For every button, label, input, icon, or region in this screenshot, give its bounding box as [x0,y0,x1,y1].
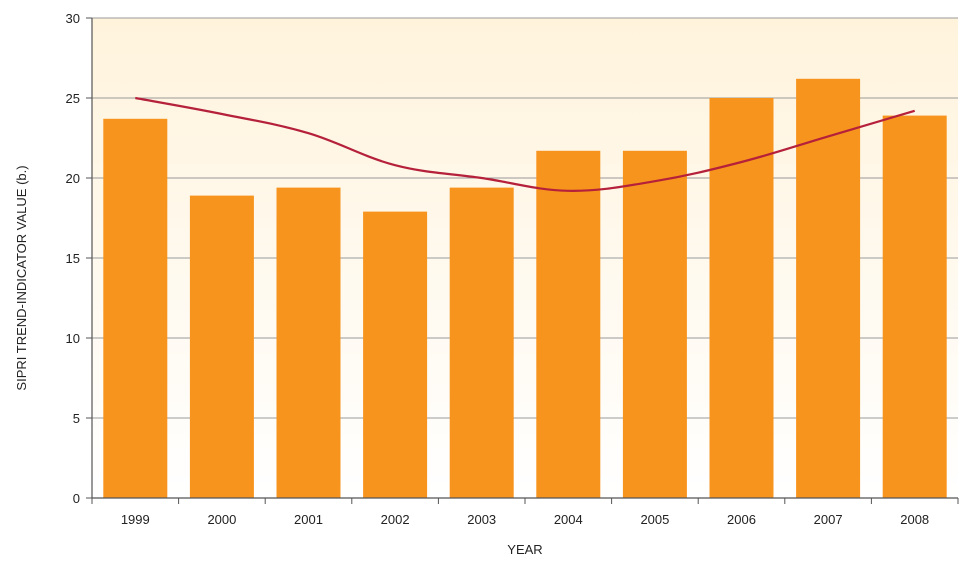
x-tick-label: 2005 [640,512,669,527]
x-tick-label: 2000 [207,512,236,527]
trend-line [135,96,916,192]
y-axis-title: SIPRI TREND-INDICATOR VALUE (b.) [14,165,29,390]
bar-2005 [622,150,687,499]
bar-2007 [796,78,861,499]
x-tick-label: 2006 [727,512,756,527]
bars [103,78,947,499]
x-tick-label: 1999 [121,512,150,527]
x-tick-labels: 1999 2000 2001 2002 2003 2004 2005 2006 2007 2008 [91,498,959,527]
y-tick-label: 15 [66,251,80,266]
x-tick-label: 2007 [814,512,843,527]
trend-line-group [135,96,916,192]
x-axis-title: YEAR [507,542,542,557]
y-tick-label: 30 [66,11,80,26]
y-tick-label: 25 [66,91,80,106]
bar-2006 [709,98,774,498]
y-tick-label: 10 [66,331,80,346]
y-tick-label: 20 [66,171,80,186]
bar-2004 [536,150,601,499]
x-tick-label: 2004 [554,512,583,527]
x-tick-label: 2001 [294,512,323,527]
y-tick-label: 0 [73,491,80,506]
bar-2001 [276,187,341,498]
x-tick-label: 2008 [900,512,929,527]
y-tick-labels: 0 5 10 15 20 25 30 [66,11,92,506]
bar-2000 [189,195,254,498]
x-tick-label: 2002 [381,512,410,527]
bar-2008 [882,115,947,498]
bar-2002 [363,211,428,498]
x-tick-label: 2003 [467,512,496,527]
bar-2003 [449,187,514,498]
y-tick-label: 5 [73,411,80,426]
bar-1999 [103,118,168,499]
